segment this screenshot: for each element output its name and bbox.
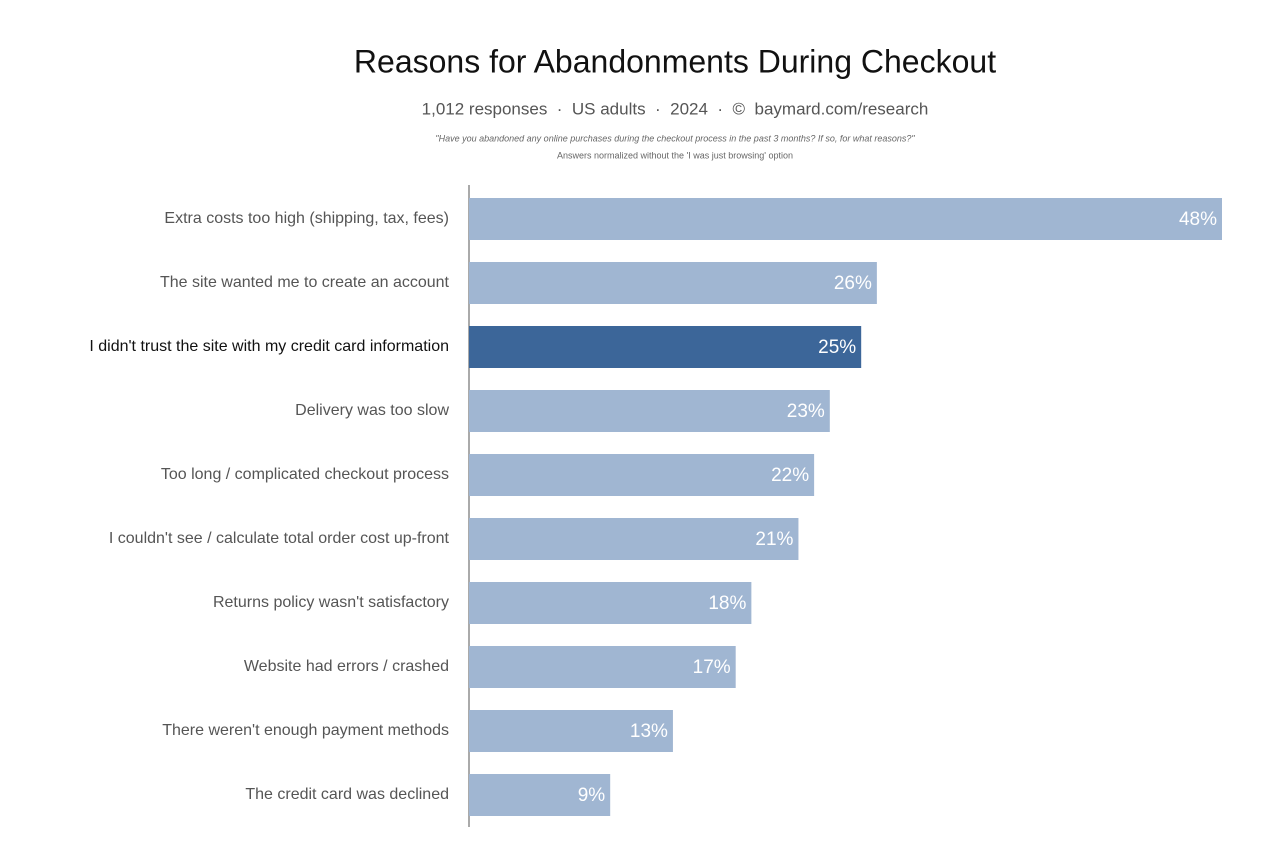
category-label: I didn't trust the site with my credit c… [89, 338, 449, 355]
category-label: Extra costs too high (shipping, tax, fee… [164, 210, 449, 227]
bar [469, 454, 815, 496]
chart-note: Answers normalized without the 'I was ju… [557, 150, 793, 160]
value-label: 26% [834, 273, 872, 294]
bar [469, 262, 877, 304]
bar [469, 390, 830, 432]
bar [469, 646, 736, 688]
category-label: The site wanted me to create an account [160, 274, 450, 291]
value-label: 9% [578, 785, 606, 806]
chart-note: "Have you abandoned any online purchases… [435, 133, 915, 143]
category-label: The credit card was declined [245, 786, 449, 803]
bar [469, 774, 611, 816]
value-label: 17% [693, 657, 731, 678]
value-label: 18% [708, 593, 746, 614]
category-label: Returns policy wasn't satisfactory [213, 594, 449, 611]
value-label: 13% [630, 721, 668, 742]
bar [469, 326, 862, 368]
category-label: Website had errors / crashed [244, 658, 449, 675]
value-label: 25% [818, 337, 856, 358]
category-label: Too long / complicated checkout process [161, 466, 449, 483]
category-label: There weren't enough payment methods [162, 722, 449, 739]
bar [469, 518, 799, 560]
bar [469, 198, 1222, 240]
bar [469, 582, 752, 624]
value-label: 22% [771, 465, 809, 486]
value-label: 21% [755, 529, 793, 550]
value-label: 48% [1179, 209, 1217, 230]
chart-subtitle: 1,012 responses · US adults · 2024 · © b… [422, 99, 929, 118]
category-label: Delivery was too slow [295, 402, 449, 419]
value-label: 23% [787, 401, 825, 422]
category-label: I couldn't see / calculate total order c… [109, 530, 450, 547]
bar [469, 710, 673, 752]
chart-title: Reasons for Abandonments During Checkout [354, 43, 996, 79]
